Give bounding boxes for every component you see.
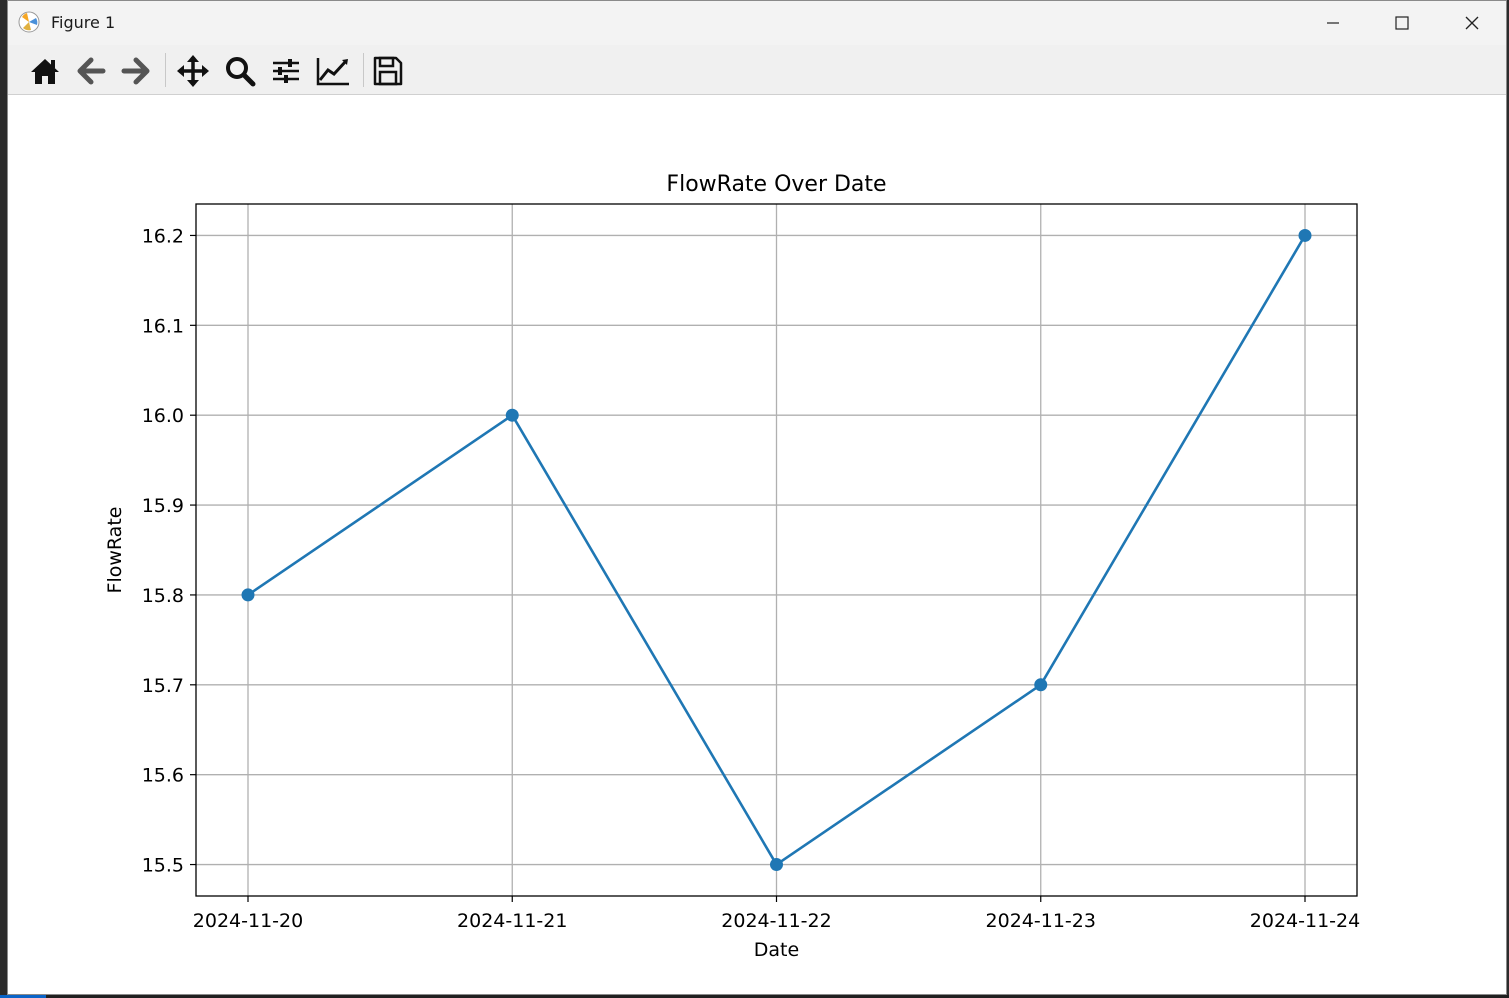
data-point <box>1034 678 1048 692</box>
taskbar-edge <box>0 995 1509 998</box>
close-icon <box>1465 16 1479 30</box>
chart-title: FlowRate Over Date <box>666 172 886 197</box>
zoom-button[interactable] <box>220 51 260 91</box>
x-tick-label: 2024-11-21 <box>457 910 567 932</box>
ticks: 2024-11-20 2024-11-21 2024-11-22 2024-11-23… <box>142 225 1361 932</box>
configure-subplots-icon <box>273 59 299 83</box>
maximize-button[interactable] <box>1379 1 1425 45</box>
back-arrow-icon <box>77 57 106 85</box>
data-point <box>1298 228 1312 242</box>
home-button[interactable] <box>25 51 65 91</box>
forward-button[interactable] <box>116 51 156 91</box>
edit-axis-button[interactable] <box>313 51 353 91</box>
y-tick-label: 15.8 <box>142 585 184 607</box>
back-button[interactable] <box>71 51 111 91</box>
save-icon <box>373 56 403 86</box>
y-tick-label: 16.0 <box>142 405 184 427</box>
figure-canvas[interactable]: 2024-11-20 2024-11-21 2024-11-22 2024-11-23… <box>8 95 1506 994</box>
save-button[interactable] <box>368 51 408 91</box>
matplotlib-app-icon <box>18 11 40 33</box>
figure-window: Figure 1 <box>7 0 1507 995</box>
y-tick-label: 16.2 <box>142 225 184 247</box>
toolbar-separator <box>165 53 166 87</box>
pan-button[interactable] <box>173 51 213 91</box>
data-series <box>241 228 1312 872</box>
line-chart: 2024-11-20 2024-11-21 2024-11-22 2024-11-23… <box>104 172 1361 961</box>
minimize-icon <box>1327 22 1339 24</box>
close-button[interactable] <box>1449 1 1495 45</box>
toolbar-separator <box>363 53 364 87</box>
grid <box>196 204 1357 896</box>
x-axis-label: Date <box>754 939 799 961</box>
y-tick-label: 15.5 <box>142 855 184 877</box>
forward-arrow-icon <box>121 57 150 85</box>
title-bar: Figure 1 <box>8 1 1506 45</box>
minimize-button[interactable] <box>1310 1 1356 45</box>
data-point <box>241 588 255 602</box>
edit-axis-icon <box>316 58 349 86</box>
y-tick-label: 16.1 <box>142 315 184 337</box>
y-tick-label: 15.6 <box>142 765 184 787</box>
x-tick-label: 2024-11-24 <box>1250 910 1360 932</box>
x-tick-label: 2024-11-20 <box>193 910 303 932</box>
window-title: Figure 1 <box>51 13 116 32</box>
y-axis-label: FlowRate <box>104 507 126 594</box>
configure-subplots-button[interactable] <box>266 51 306 91</box>
home-icon <box>31 59 59 84</box>
pan-icon <box>177 55 209 87</box>
x-tick-label: 2024-11-22 <box>721 910 831 932</box>
navigation-toolbar <box>8 45 1506 95</box>
zoom-icon <box>226 57 256 87</box>
y-tick-label: 15.7 <box>142 675 184 697</box>
maximize-icon <box>1395 16 1409 30</box>
y-tick-label: 15.9 <box>142 495 184 517</box>
data-point <box>770 858 783 872</box>
x-tick-label: 2024-11-23 <box>986 910 1096 932</box>
data-point <box>505 408 519 422</box>
